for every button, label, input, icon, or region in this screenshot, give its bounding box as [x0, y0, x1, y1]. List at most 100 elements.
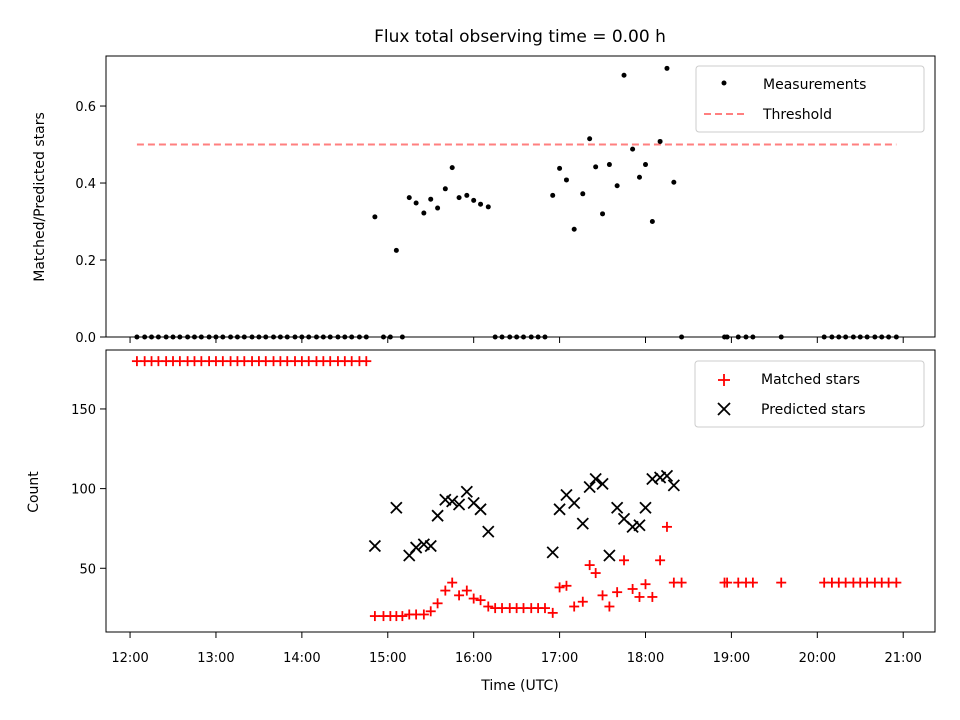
matched-star-point [468, 593, 479, 604]
matched-star-point [577, 596, 588, 607]
measurement-point [606, 162, 612, 168]
measurement-point [249, 334, 255, 340]
legend-predicted-label: Predicted stars [761, 402, 866, 418]
matched-star-point [554, 582, 565, 593]
top-legend-box [695, 65, 925, 133]
top-y-ticks: 0.0 0.2 0.4 0.6 [75, 100, 106, 346]
measurement-point [284, 334, 290, 340]
matched-star-point [612, 587, 623, 598]
matched-star-point [747, 577, 758, 588]
measurement-point [471, 197, 477, 203]
matched-star-point [418, 609, 429, 620]
bottom-x-axis-label: Time (UTC) [480, 678, 558, 694]
top-y-axis-label: Matched/Predicted stars [32, 112, 48, 282]
bottom-x-ticks: 12:00 13:00 14:00 15:00 16:00 17:00 18:00 19:00… [111, 632, 922, 666]
top-x-ticks [129, 337, 904, 343]
bottom-x-tick-label: 21:00 [884, 651, 921, 666]
measurement-point [185, 334, 191, 340]
measurement-point [499, 334, 505, 340]
matched-star-point [604, 601, 615, 612]
measurement-point [313, 334, 319, 340]
matched-star-point [432, 598, 443, 609]
matched-star-point [461, 585, 472, 596]
matched-stars-series [131, 356, 902, 622]
measurement-point [277, 334, 283, 340]
predicted-star-point [639, 501, 652, 514]
top-y-tick-label: 0.6 [75, 100, 96, 115]
bottom-x-tick-label: 19:00 [713, 651, 750, 666]
matched-star-point [597, 590, 608, 601]
measurement-point [399, 334, 405, 340]
matched-star-point [776, 577, 787, 588]
predicted-star-point [446, 495, 459, 508]
bottom-y-tick-label: 100 [71, 483, 96, 498]
measurement-point [843, 334, 849, 340]
measurement-point [320, 334, 326, 340]
predicted-stars-series [368, 469, 680, 562]
predicted-star-point [603, 549, 616, 562]
bottom-x-tick-label: 20:00 [799, 651, 836, 666]
measurement-point [387, 334, 393, 340]
measurement-point [879, 334, 885, 340]
measurement-point [886, 334, 892, 340]
matched-star-point [590, 568, 601, 579]
measurement-point [349, 334, 355, 340]
predicted-star-point [482, 525, 495, 538]
matched-star-point [569, 601, 580, 612]
measurement-point [587, 136, 593, 142]
measurement-point [649, 219, 655, 225]
measurement-point [220, 334, 226, 340]
measurement-point [241, 334, 247, 340]
predicted-star-point [633, 519, 646, 532]
measurement-point [593, 164, 599, 170]
measurement-point [872, 334, 878, 340]
top-y-tick-label: 0.4 [75, 177, 96, 192]
predicted-star-point [660, 469, 674, 483]
bottom-y-ticks: 50 100 150 [71, 403, 106, 577]
measurement-point [778, 334, 784, 340]
measurement-point [893, 334, 899, 340]
predicted-star-point [390, 501, 403, 514]
measurement-point [170, 334, 176, 340]
predicted-star-point [409, 541, 423, 554]
predicted-star-point [460, 485, 473, 498]
measurement-point [829, 334, 835, 340]
bottom-axes-frame [105, 349, 936, 633]
matched-star-point [447, 577, 458, 588]
measurement-point [335, 334, 341, 340]
measurements-series [134, 65, 899, 340]
measurement-point [735, 334, 741, 340]
measurement-point [234, 334, 240, 340]
measurement-point [372, 214, 378, 220]
measurement-point [456, 195, 462, 201]
top-y-tick-label: 0.2 [75, 254, 96, 269]
measurement-point [213, 334, 219, 340]
measurement-point [857, 334, 863, 340]
measurement-point [191, 334, 197, 340]
measurement-point [306, 334, 312, 340]
predicted-star-point [431, 509, 444, 522]
matched-star-point [547, 607, 558, 618]
predicted-star-point [576, 517, 589, 530]
measurement-point [342, 334, 348, 340]
measurement-point [600, 211, 606, 217]
measurement-point [664, 65, 670, 71]
measurement-point [507, 334, 513, 340]
measurement-point [485, 204, 491, 210]
matched-star-point [397, 611, 408, 622]
measurement-point [478, 201, 484, 207]
legend-predicted-marker [717, 402, 731, 416]
measurement-point [406, 195, 412, 201]
measurement-point [142, 334, 148, 340]
measurement-point [413, 200, 419, 206]
measurement-point [542, 334, 548, 340]
predicted-star-point [553, 503, 566, 516]
predicted-star-point [667, 479, 680, 492]
measurement-point [636, 174, 642, 180]
measurement-point [363, 334, 369, 340]
measurement-point [449, 165, 455, 171]
matched-star-point [634, 591, 645, 602]
bottom-x-tick-label: 13:00 [197, 651, 234, 666]
